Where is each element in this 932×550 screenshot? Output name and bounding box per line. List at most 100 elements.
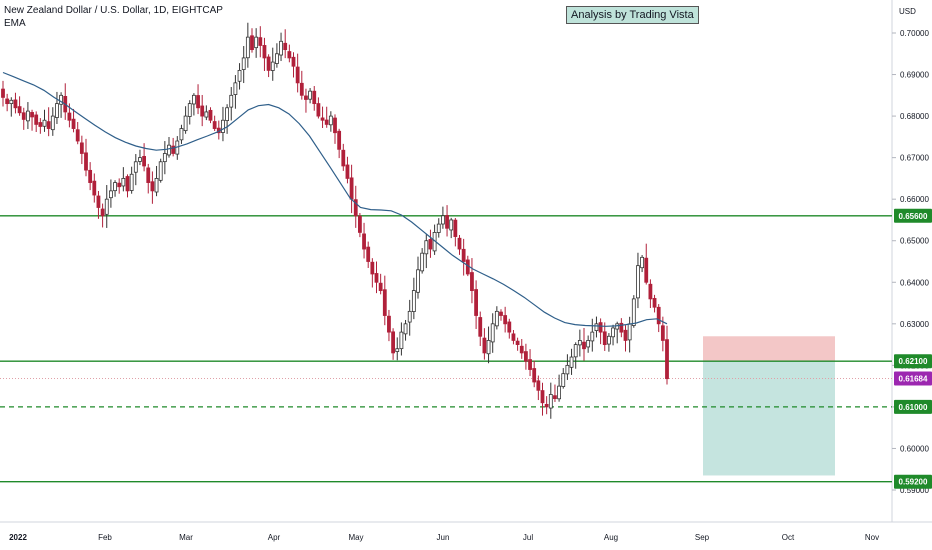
candle-body (46, 121, 51, 129)
candle-body (445, 215, 449, 229)
candle-body (55, 103, 59, 118)
candle-body (461, 248, 466, 262)
candle-body (407, 310, 412, 323)
y-tick-label: 0.63000 (900, 320, 929, 329)
candle-body (395, 348, 400, 352)
candle-body (258, 37, 263, 46)
candle-body (142, 156, 147, 167)
y-tick-label: 0.68000 (900, 112, 929, 121)
candle-body (67, 112, 72, 121)
candle-body (548, 394, 553, 409)
candle-body (324, 119, 329, 125)
candle-body (387, 315, 391, 333)
symbol-title[interactable]: New Zealand Dollar / U.S. Dollar, 1D, EI… (4, 5, 223, 16)
candle-body (656, 306, 661, 325)
candle-body (544, 403, 549, 408)
candle-body (187, 103, 192, 117)
y-tick-label: 0.66000 (900, 195, 929, 204)
x-tick-label: Mar (179, 533, 193, 542)
candle-body (138, 157, 142, 162)
candle-body (561, 373, 566, 387)
candle-body (660, 325, 665, 341)
candle-body (449, 219, 454, 231)
candle-body (499, 311, 503, 316)
candle-body (382, 289, 387, 316)
x-tick-label: Sep (695, 533, 710, 542)
candle-body (337, 130, 342, 150)
candle-body (308, 90, 313, 100)
candle-body (75, 129, 80, 142)
candle-body (200, 105, 205, 117)
candle-body (577, 340, 582, 346)
indicator-label[interactable]: EMA (4, 18, 26, 29)
currency-label: USD (899, 7, 916, 16)
candle-body (225, 107, 230, 121)
candle-body (21, 112, 26, 120)
candle-body (183, 115, 188, 132)
stop-loss-zone (703, 336, 835, 362)
ema-line (2, 71, 668, 327)
candle-body (607, 335, 611, 345)
candle-body (648, 283, 653, 300)
candle-body (453, 219, 458, 237)
candle-body (482, 337, 487, 354)
x-tick-label: Jun (437, 533, 450, 542)
candle-body (1, 88, 5, 98)
candle-body (631, 298, 636, 326)
candle-body (623, 329, 628, 341)
candle-body (167, 144, 171, 156)
candle-body (38, 122, 43, 127)
candle-body (171, 145, 176, 154)
candle-body (416, 269, 420, 293)
candle-body (254, 36, 259, 49)
candle-body (470, 272, 474, 291)
candle-body (565, 364, 570, 375)
candle-body (652, 298, 657, 308)
candle-body (50, 115, 55, 131)
candle-body (557, 385, 561, 400)
level-tag-label: 0.61000 (899, 403, 928, 412)
y-tick-label: 0.64000 (900, 278, 929, 287)
candle-body (353, 199, 358, 217)
candle-body (274, 53, 279, 64)
candle-body (5, 98, 10, 105)
candle-body (121, 178, 126, 187)
candle-body (162, 153, 167, 163)
candle-body (494, 310, 499, 327)
candle-body (191, 94, 196, 105)
candle-body (270, 61, 275, 71)
candle-body (536, 380, 541, 391)
candle-body (79, 142, 84, 154)
candle-body (636, 265, 640, 299)
candle-body (503, 315, 508, 325)
candle-body (42, 119, 47, 127)
candle-body (590, 331, 595, 342)
candle-body (262, 45, 267, 59)
candle-body (357, 215, 362, 233)
candle-body (474, 289, 479, 316)
candle-body (179, 128, 184, 141)
candle-body (553, 395, 557, 400)
candle-body (13, 99, 18, 109)
candle-body (113, 182, 117, 192)
candle-body (366, 246, 371, 262)
candle-body (586, 340, 591, 348)
candle-body (295, 66, 300, 84)
candle-body (283, 42, 288, 51)
candle-body (436, 223, 441, 233)
candle-body (611, 327, 615, 338)
candle-body (109, 190, 113, 199)
candle-body (146, 167, 151, 183)
last-price-label: 0.61684 (899, 374, 928, 383)
candle-body (511, 333, 516, 341)
candle-body (245, 36, 250, 59)
candle-body (34, 114, 39, 125)
candle-body (129, 173, 134, 191)
x-tick-label: Jul (523, 533, 533, 542)
y-tick-label: 0.65000 (900, 237, 929, 246)
candle-body (59, 94, 63, 105)
candle-body (403, 323, 408, 335)
candle-body (229, 94, 234, 108)
candle-body (478, 317, 483, 337)
